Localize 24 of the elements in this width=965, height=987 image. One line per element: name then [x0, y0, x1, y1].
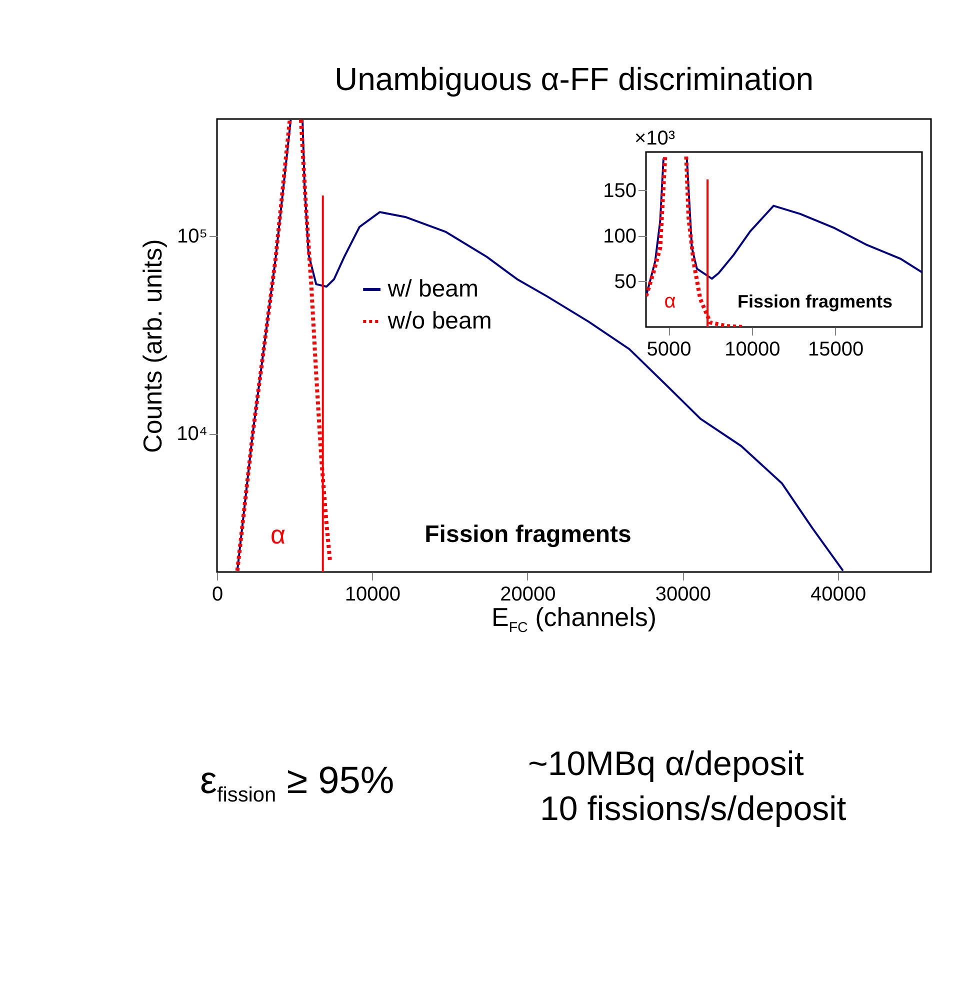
- y-tick-label: 150: [603, 180, 636, 202]
- annotation: Fission fragments: [424, 521, 632, 549]
- x-tick-label: 0: [212, 584, 224, 606]
- x-tick-label: 10000: [724, 338, 780, 360]
- x-tick-label: 40000: [810, 584, 866, 606]
- text: 10 fissions/s/deposit: [540, 790, 846, 829]
- legend-label: w/ beam: [386, 276, 479, 303]
- y-axis-title: Counts (arb. units): [138, 239, 168, 453]
- x-tick-label: 5000: [646, 338, 692, 360]
- y-tick-label: 10⁴: [176, 423, 208, 446]
- y-axis-title: ×10³: [634, 128, 676, 150]
- y-tick-label: 10⁵: [176, 225, 208, 248]
- text: ε$_{fission}$ ≥ 95%: [200, 760, 394, 808]
- annotation: Fission fragments: [737, 292, 893, 312]
- y-tick-label: 100: [603, 225, 636, 248]
- text: ~10MBq α/deposit: [528, 745, 804, 784]
- y-tick-label: 50: [614, 270, 636, 293]
- x-tick-label: 10000: [344, 584, 401, 606]
- annotation: α: [664, 290, 676, 314]
- legend-label: w/o beam: [386, 308, 492, 335]
- chart-title: Unambiguous α-FF discrimination: [334, 61, 814, 97]
- annotation: α: [270, 520, 286, 550]
- x-tick-label: 30000: [655, 584, 711, 606]
- x-tick-label: 15000: [808, 338, 864, 360]
